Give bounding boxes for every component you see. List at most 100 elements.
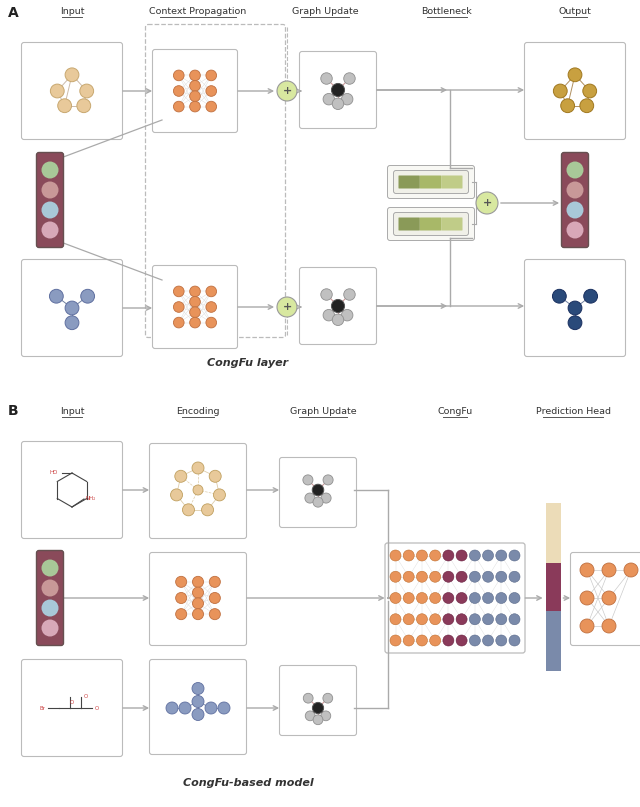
- Circle shape: [312, 484, 324, 495]
- Circle shape: [456, 635, 467, 646]
- Circle shape: [456, 592, 467, 604]
- Circle shape: [443, 550, 454, 561]
- Text: B: B: [8, 404, 19, 418]
- Circle shape: [175, 608, 187, 620]
- Circle shape: [321, 289, 332, 300]
- Circle shape: [65, 316, 79, 329]
- Circle shape: [192, 709, 204, 721]
- Text: CongFu-based model: CongFu-based model: [182, 778, 314, 788]
- Circle shape: [303, 475, 313, 485]
- Circle shape: [193, 608, 204, 620]
- Circle shape: [496, 571, 507, 582]
- Circle shape: [443, 571, 454, 582]
- Circle shape: [342, 309, 353, 321]
- Circle shape: [189, 307, 200, 317]
- Circle shape: [456, 614, 467, 625]
- Circle shape: [552, 290, 566, 303]
- FancyBboxPatch shape: [385, 543, 525, 653]
- FancyBboxPatch shape: [570, 553, 640, 646]
- Circle shape: [403, 635, 414, 646]
- FancyBboxPatch shape: [545, 503, 561, 563]
- Text: Bottleneck: Bottleneck: [422, 7, 472, 16]
- Circle shape: [175, 576, 187, 587]
- FancyBboxPatch shape: [22, 441, 122, 538]
- Circle shape: [509, 614, 520, 625]
- FancyBboxPatch shape: [394, 170, 468, 194]
- Text: Prediction Head: Prediction Head: [536, 407, 611, 416]
- Circle shape: [323, 475, 333, 485]
- Circle shape: [42, 559, 58, 576]
- Circle shape: [189, 286, 200, 297]
- Circle shape: [403, 571, 414, 582]
- Circle shape: [193, 576, 204, 587]
- Circle shape: [476, 192, 498, 214]
- Circle shape: [390, 635, 401, 646]
- Circle shape: [189, 70, 200, 81]
- Circle shape: [42, 221, 58, 239]
- Circle shape: [209, 576, 220, 587]
- Circle shape: [580, 98, 594, 113]
- Circle shape: [417, 614, 428, 625]
- Circle shape: [344, 289, 355, 300]
- Circle shape: [469, 614, 481, 625]
- FancyBboxPatch shape: [300, 52, 376, 128]
- Text: CongFu: CongFu: [437, 407, 472, 416]
- Circle shape: [584, 290, 598, 303]
- Circle shape: [42, 600, 58, 617]
- FancyBboxPatch shape: [150, 553, 246, 646]
- Circle shape: [496, 614, 507, 625]
- Text: O: O: [70, 700, 74, 705]
- Circle shape: [189, 81, 200, 91]
- Circle shape: [189, 317, 200, 328]
- Circle shape: [403, 614, 414, 625]
- Circle shape: [192, 683, 204, 695]
- Circle shape: [496, 635, 507, 646]
- Text: Br: Br: [40, 705, 45, 710]
- Circle shape: [175, 470, 187, 483]
- Circle shape: [509, 635, 520, 646]
- FancyBboxPatch shape: [525, 260, 625, 357]
- Circle shape: [566, 182, 584, 199]
- Circle shape: [456, 571, 467, 582]
- Circle shape: [566, 161, 584, 178]
- Circle shape: [206, 86, 216, 96]
- FancyBboxPatch shape: [399, 175, 420, 189]
- Circle shape: [189, 296, 200, 307]
- Circle shape: [583, 84, 596, 98]
- Circle shape: [303, 693, 313, 703]
- Circle shape: [323, 693, 333, 703]
- Circle shape: [417, 571, 428, 582]
- Circle shape: [483, 635, 493, 646]
- Circle shape: [323, 94, 335, 105]
- Circle shape: [624, 563, 638, 577]
- Circle shape: [81, 290, 95, 303]
- Text: +: +: [282, 302, 292, 312]
- Circle shape: [429, 571, 441, 582]
- Circle shape: [469, 571, 481, 582]
- Circle shape: [49, 290, 63, 303]
- FancyBboxPatch shape: [152, 266, 237, 349]
- Circle shape: [193, 485, 203, 495]
- Circle shape: [170, 489, 182, 501]
- Circle shape: [443, 635, 454, 646]
- Circle shape: [554, 84, 567, 98]
- Circle shape: [417, 635, 428, 646]
- Circle shape: [417, 592, 428, 604]
- Circle shape: [332, 98, 344, 110]
- Circle shape: [305, 711, 315, 721]
- Circle shape: [179, 702, 191, 714]
- Circle shape: [173, 302, 184, 312]
- FancyBboxPatch shape: [545, 563, 561, 611]
- Circle shape: [332, 314, 344, 325]
- Circle shape: [277, 81, 297, 101]
- FancyBboxPatch shape: [441, 218, 463, 231]
- Circle shape: [202, 504, 214, 516]
- Circle shape: [192, 696, 204, 708]
- FancyBboxPatch shape: [36, 550, 63, 646]
- Circle shape: [483, 592, 493, 604]
- Circle shape: [390, 571, 401, 582]
- Text: NH₂: NH₂: [86, 496, 97, 501]
- FancyBboxPatch shape: [22, 260, 122, 357]
- Circle shape: [58, 98, 72, 113]
- Circle shape: [561, 98, 575, 113]
